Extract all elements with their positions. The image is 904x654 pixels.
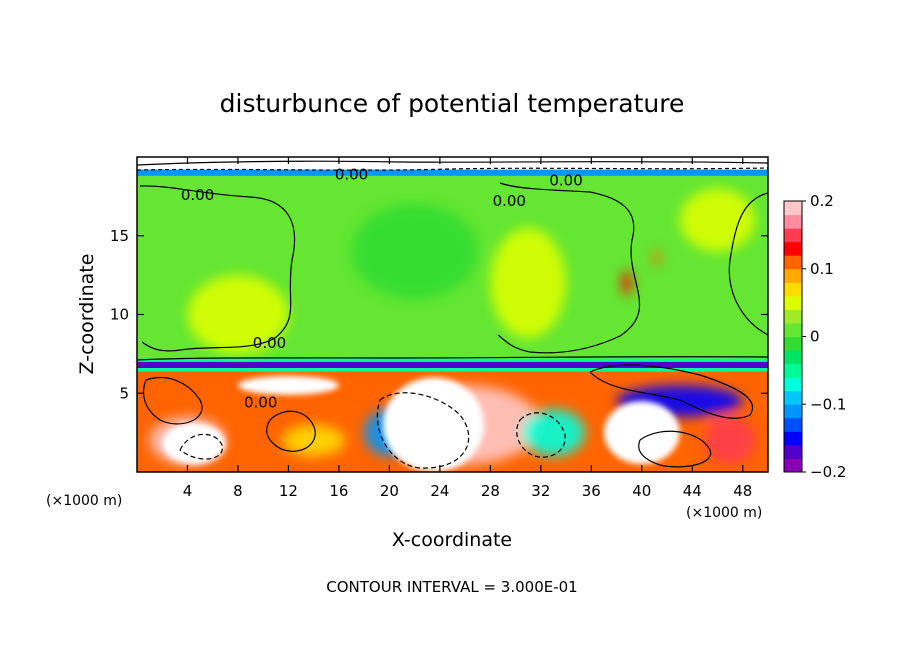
y-tick-label-10: 10 (110, 306, 129, 324)
colorbar-segment-3 (784, 417, 802, 432)
x-tick-label-36: 36 (582, 482, 601, 500)
band-upper-edge (137, 169, 768, 176)
x-axis: 4 8 12 16 20 24 28 32 36 40 44 48 (183, 157, 752, 500)
x-tick-label-16: 16 (329, 482, 348, 500)
x-tick-label-12: 12 (279, 482, 298, 500)
neutral-region-0 (383, 377, 485, 472)
x-tick-label-8: 8 (233, 482, 243, 500)
contour-lower-4 (179, 433, 223, 460)
y-axis-label: Z-coordinate (76, 254, 98, 375)
colorbar-label-2: 0 (810, 328, 820, 346)
contour-label-4: 0.00 (335, 165, 368, 183)
contour-upper-mid (497, 182, 641, 354)
anomaly-3 (351, 204, 478, 299)
contour-label-2: 0.00 (253, 334, 286, 352)
colorbar-segment-1 (784, 444, 802, 459)
anomaly-2 (679, 188, 756, 252)
x-unit-left: (×1000 m) (46, 493, 122, 509)
band-inversion (137, 361, 768, 369)
colorbar-segment-16 (784, 241, 802, 256)
colorbar-segment-17 (784, 228, 802, 243)
band-upper-boundary (137, 157, 768, 170)
x-tick-label-44: 44 (683, 482, 702, 500)
colorbar-label-1: 0.1 (810, 260, 834, 278)
band-inversion-edge-top (137, 358, 768, 362)
x-tick-label-4: 4 (183, 482, 193, 500)
anomaly-10 (704, 416, 756, 465)
x-unit-right: (×1000 m) (686, 505, 762, 521)
contour-interval-note: CONTOUR INTERVAL = 3.000E-01 (326, 578, 577, 596)
contour-lower-3 (589, 364, 754, 419)
anomaly-11 (621, 270, 632, 296)
contour-upper-zero (139, 185, 296, 352)
y-tick-label-15: 15 (110, 227, 129, 245)
x-tick-label-20: 20 (380, 482, 399, 500)
colorbar-segment-5 (784, 390, 802, 405)
colorbar-segment-10 (784, 322, 802, 337)
colorbar-segment-12 (784, 295, 802, 310)
colorbar-segment-2 (784, 431, 802, 446)
contour-top-cluster (137, 160, 768, 166)
anomaly-1 (490, 227, 567, 339)
contour-label-5: 0.00 (549, 172, 582, 190)
contour-lower-5 (266, 410, 316, 452)
x-tick-label-28: 28 (481, 482, 500, 500)
neutral-region-2 (162, 423, 226, 465)
x-tick-label-48: 48 (733, 482, 752, 500)
contour-label-0: 0.00 (181, 186, 214, 204)
colorbar-segment-19 (784, 201, 802, 216)
colorbar: 0.2 0.1 0 −0.1 −0.2 (783, 192, 846, 481)
colorbar-segment-14 (784, 268, 802, 283)
contour-lower-6 (516, 412, 566, 458)
colorbar-segment-11 (784, 309, 802, 324)
colorbar-segment-9 (784, 336, 802, 351)
colorbar-segment-15 (784, 255, 802, 270)
colorbar-label-0: 0.2 (810, 192, 834, 210)
colorbar-segment-4 (784, 404, 802, 419)
colorbar-segment-18 (784, 214, 802, 229)
chart-title: disturbunce of potential temperature (220, 89, 685, 118)
y-axis: 5 10 15 (110, 227, 768, 402)
anomaly-0 (187, 275, 289, 354)
contour-upper-right (728, 192, 768, 336)
contour-lower-7 (638, 430, 712, 468)
anomaly-8 (521, 409, 586, 457)
contour-labels: 0.00 0.00 0.00 0.00 0.00 0.00 (181, 165, 583, 411)
colorbar-label-4: −0.2 (810, 463, 846, 481)
colorbar-segment-13 (784, 282, 802, 297)
x-tick-label-24: 24 (430, 482, 449, 500)
neutral-region-3 (237, 375, 339, 395)
x-tick-label-40: 40 (632, 482, 651, 500)
x-tick-label-32: 32 (531, 482, 550, 500)
y-tick-label-5: 5 (119, 384, 129, 402)
colorbar-label-3: −0.1 (810, 395, 846, 413)
plot-area: 0.00 0.00 0.00 0.00 0.00 0.00 (137, 157, 768, 472)
anomaly-12 (653, 249, 661, 266)
contour-label-1: 0.00 (493, 192, 526, 210)
neutral-region-1 (603, 401, 680, 465)
colorbar-segment-8 (784, 350, 802, 365)
colorbar-segment-6 (784, 377, 802, 392)
contour-label-3: 0.00 (244, 394, 277, 412)
colorbar-segment-0 (784, 458, 802, 473)
contour-inversion-top (137, 356, 768, 361)
band-inversion-edge-bottom (137, 368, 768, 372)
contour-lines (137, 160, 768, 469)
contour-lower-2 (376, 392, 470, 469)
colorbar-segment-7 (784, 363, 802, 378)
contour-lower-1 (142, 376, 203, 425)
field-neutral-regions (162, 375, 680, 472)
x-axis-label: X-coordinate (392, 529, 512, 551)
